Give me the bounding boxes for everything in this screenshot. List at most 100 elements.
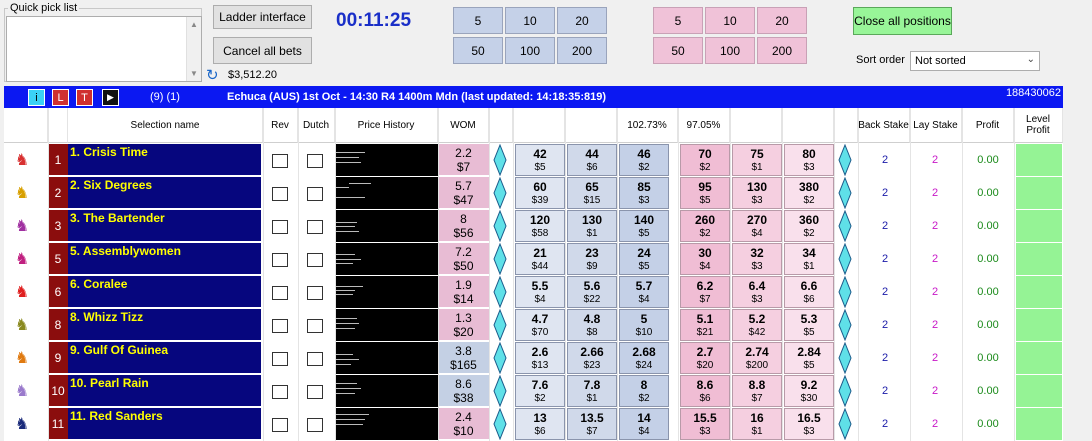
dutch-checkbox[interactable]	[307, 319, 323, 333]
back-stake-value[interactable]: 2	[881, 187, 889, 199]
back-price-cell[interactable]: 24 $5	[619, 243, 669, 275]
level-profit-cell[interactable]	[1016, 276, 1062, 308]
dutch-checkbox[interactable]	[307, 286, 323, 300]
lay-scroll-icon[interactable]	[838, 375, 852, 407]
selection-name[interactable]: 9. Gulf Of Guinea	[68, 342, 261, 374]
header-selection-name[interactable]: Selection name	[68, 108, 263, 143]
lay-price-cell[interactable]: 8.8 $7	[732, 375, 782, 407]
header-dutch[interactable]: Dutch	[298, 108, 335, 143]
selection-name[interactable]: 2. Six Degrees	[68, 177, 261, 209]
back-price-cell[interactable]: 2.6 $13	[515, 342, 565, 374]
quick-pick-list[interactable]: ▲ ▼	[6, 16, 202, 82]
sort-order-select[interactable]: Not sorted ⌄	[910, 51, 1040, 71]
lay-stake-value[interactable]: 2	[931, 319, 939, 331]
dutch-checkbox[interactable]	[307, 352, 323, 366]
lay-stake-value[interactable]: 2	[931, 187, 939, 199]
header-lay-stake[interactable]: Lay Stake	[910, 108, 962, 143]
lay-price-cell[interactable]: 32 $3	[732, 243, 782, 275]
back-stake-50-button[interactable]: 50	[453, 37, 503, 64]
rev-checkbox[interactable]	[272, 418, 288, 432]
selection-name[interactable]: 1. Crisis Time	[68, 144, 261, 176]
back-stake-value[interactable]: 2	[881, 385, 889, 397]
header-price-history[interactable]: Price History	[335, 108, 438, 143]
back-scroll-icon[interactable]	[493, 276, 507, 308]
dutch-checkbox[interactable]	[307, 385, 323, 399]
lay-price-cell[interactable]: 16 $1	[732, 408, 782, 440]
dutch-checkbox[interactable]	[307, 418, 323, 432]
lay-stake-value[interactable]: 2	[931, 253, 939, 265]
back-price-cell[interactable]: 42 $5	[515, 144, 565, 176]
cancel-all-bets-button[interactable]: Cancel all bets	[213, 37, 312, 64]
level-profit-cell[interactable]	[1016, 375, 1062, 407]
header-wom[interactable]: WOM	[438, 108, 489, 143]
selection-name[interactable]: 8. Whizz Tizz	[68, 309, 261, 341]
lay-price-cell[interactable]: 130 $3	[732, 177, 782, 209]
lay-price-cell[interactable]: 380 $2	[784, 177, 834, 209]
selection-name[interactable]: 6. Coralee	[68, 276, 261, 308]
lay-price-cell[interactable]: 9.2 $30	[784, 375, 834, 407]
info-button[interactable]: i	[28, 89, 45, 106]
back-stake-value[interactable]: 2	[881, 220, 889, 232]
lay-scroll-icon[interactable]	[838, 276, 852, 308]
scroll-down-icon[interactable]: ▼	[190, 69, 198, 78]
back-price-cell[interactable]: 13.5 $7	[567, 408, 617, 440]
lay-stake-100-button[interactable]: 100	[705, 37, 755, 64]
lay-scroll-icon[interactable]	[838, 144, 852, 176]
trade-toggle-button[interactable]: T	[76, 89, 93, 106]
back-scroll-icon[interactable]	[493, 144, 507, 176]
back-stake-20-button[interactable]: 20	[557, 7, 607, 34]
back-scroll-icon[interactable]	[493, 210, 507, 242]
back-price-cell[interactable]: 5.7 $4	[619, 276, 669, 308]
lay-stake-50-button[interactable]: 50	[653, 37, 703, 64]
lay-price-cell[interactable]: 16.5 $3	[784, 408, 834, 440]
lay-price-cell[interactable]: 30 $4	[680, 243, 730, 275]
lay-price-cell[interactable]: 70 $2	[680, 144, 730, 176]
back-price-cell[interactable]: 44 $6	[567, 144, 617, 176]
lay-stake-200-button[interactable]: 200	[757, 37, 807, 64]
lay-price-cell[interactable]: 5.2 $42	[732, 309, 782, 341]
back-price-cell[interactable]: 60 $39	[515, 177, 565, 209]
back-price-cell[interactable]: 2.68 $24	[619, 342, 669, 374]
back-price-cell[interactable]: 140 $5	[619, 210, 669, 242]
back-price-cell[interactable]: 14 $4	[619, 408, 669, 440]
lay-price-cell[interactable]: 5.1 $21	[680, 309, 730, 341]
lay-price-cell[interactable]: 2.84 $5	[784, 342, 834, 374]
back-price-cell[interactable]: 4.7 $70	[515, 309, 565, 341]
selection-name[interactable]: 3. The Bartender	[68, 210, 261, 242]
lay-scroll-icon[interactable]	[838, 408, 852, 440]
lay-stake-value[interactable]: 2	[931, 154, 939, 166]
back-scroll-icon[interactable]	[493, 342, 507, 374]
lay-scroll-icon[interactable]	[838, 342, 852, 374]
lay-price-cell[interactable]: 80 $3	[784, 144, 834, 176]
back-price-cell[interactable]: 5.6 $22	[567, 276, 617, 308]
level-profit-cell[interactable]	[1016, 210, 1062, 242]
selection-name[interactable]: 10. Pearl Rain	[68, 375, 261, 407]
back-stake-value[interactable]: 2	[881, 319, 889, 331]
rev-checkbox[interactable]	[272, 286, 288, 300]
lay-scroll-icon[interactable]	[838, 309, 852, 341]
lay-stake-10-button[interactable]: 10	[705, 7, 755, 34]
quick-pick-scrollbar[interactable]: ▲ ▼	[186, 17, 201, 81]
back-stake-10-button[interactable]: 10	[505, 7, 555, 34]
back-price-cell[interactable]: 21 $44	[515, 243, 565, 275]
close-all-positions-button[interactable]: Close all positions	[853, 7, 952, 35]
back-price-cell[interactable]: 5.5 $4	[515, 276, 565, 308]
back-price-cell[interactable]: 7.6 $2	[515, 375, 565, 407]
dutch-checkbox[interactable]	[307, 154, 323, 168]
lay-price-cell[interactable]: 75 $1	[732, 144, 782, 176]
ladder-interface-button[interactable]: Ladder interface	[213, 5, 312, 29]
scroll-up-icon[interactable]: ▲	[190, 20, 198, 29]
lay-stake-value[interactable]: 2	[931, 220, 939, 232]
lay-price-cell[interactable]: 95 $5	[680, 177, 730, 209]
rev-checkbox[interactable]	[272, 253, 288, 267]
lay-stake-value[interactable]: 2	[931, 385, 939, 397]
back-stake-value[interactable]: 2	[881, 286, 889, 298]
dutch-checkbox[interactable]	[307, 220, 323, 234]
lay-price-cell[interactable]: 8.6 $6	[680, 375, 730, 407]
header-profit[interactable]: Profit	[962, 108, 1014, 143]
play-icon[interactable]: ▶	[102, 89, 119, 106]
dutch-checkbox[interactable]	[307, 187, 323, 201]
lay-price-cell[interactable]: 34 $1	[784, 243, 834, 275]
back-price-cell[interactable]: 23 $9	[567, 243, 617, 275]
back-price-cell[interactable]: 13 $6	[515, 408, 565, 440]
